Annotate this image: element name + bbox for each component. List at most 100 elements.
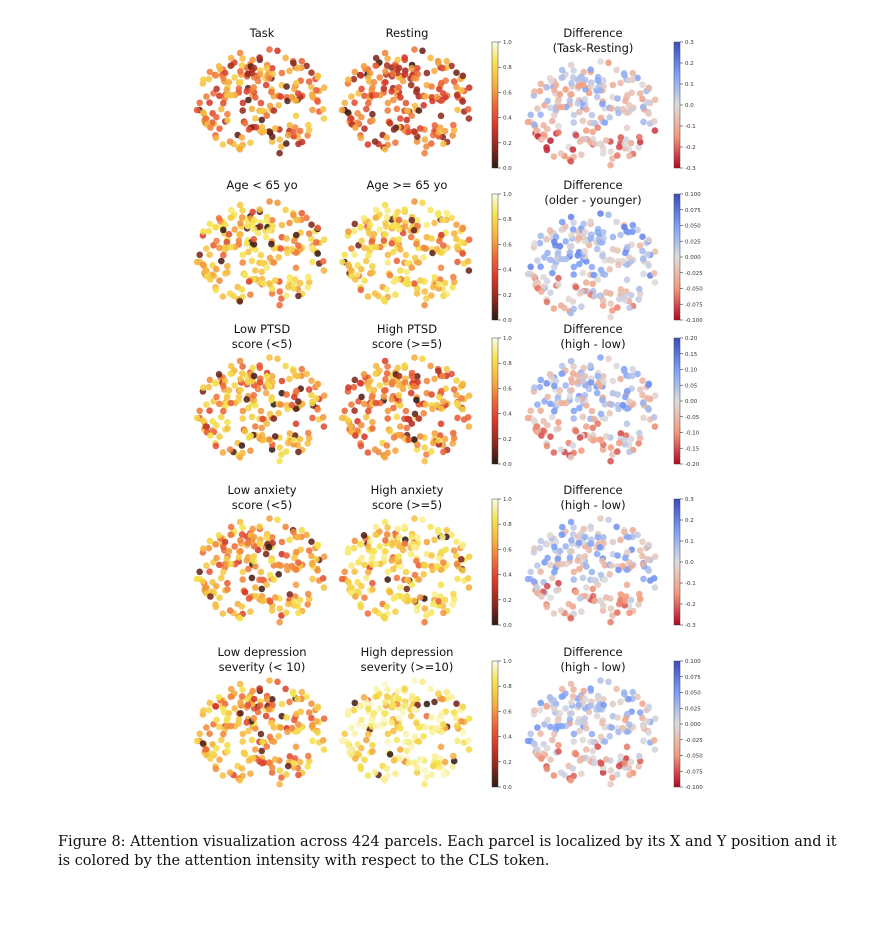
parcel-dot [562, 86, 569, 93]
parcel-dot [569, 442, 577, 449]
parcel-dot [626, 152, 633, 160]
parcel-dot [568, 537, 575, 544]
parcel-dot [544, 716, 551, 724]
parcel-dot [428, 292, 435, 299]
parcel-dot [421, 605, 429, 612]
parcel-dot [227, 399, 235, 407]
parcel-dot [536, 87, 544, 95]
parcel-dot [530, 121, 538, 128]
parcel-dot [384, 107, 391, 114]
parcel-dot [305, 278, 313, 286]
parcel-dot [380, 85, 388, 92]
parcel-dot [220, 382, 227, 390]
parcel-dot [290, 211, 297, 219]
parcel-dot [408, 420, 416, 427]
parcel-dot [226, 769, 234, 776]
parcel-dot [269, 217, 276, 224]
parcel-dot [410, 759, 418, 766]
colorbar-tick-label: 0.6 [503, 386, 512, 392]
colorbar-tick-label: -0.1 [685, 124, 696, 130]
parcel-dot [395, 64, 403, 72]
parcel-dot [440, 448, 447, 456]
panel-title-line: Difference [563, 26, 623, 40]
parcel-dot [558, 362, 566, 370]
parcel-dot [645, 729, 652, 736]
parcel-dot [555, 741, 562, 749]
parcel-dot [402, 730, 410, 738]
parcel-dot [580, 364, 587, 372]
parcel-dot [257, 251, 265, 259]
parcel-dot [614, 609, 621, 616]
parcel-dot [206, 537, 214, 545]
parcel-dot [250, 84, 258, 91]
parcel-dot [537, 263, 544, 270]
parcel-dot [276, 618, 283, 626]
panel-title-r3-c2: High PTSD score (>=5) [327, 322, 487, 352]
parcel-dot [537, 537, 545, 545]
parcel-dot [644, 251, 651, 258]
parcel-dot [296, 127, 304, 135]
parcel-dot [431, 67, 438, 75]
parcel-dot [640, 575, 647, 583]
parcel-dot [608, 257, 615, 264]
parcel-dot [609, 81, 617, 89]
parcel-dot [587, 523, 594, 530]
parcel-dot [404, 415, 411, 423]
parcel-dot [645, 703, 653, 711]
parcel-dot [269, 65, 276, 72]
parcel-dot [439, 64, 446, 72]
parcel-dot [411, 102, 419, 110]
parcel-dot [546, 532, 554, 539]
parcel-dot [570, 738, 577, 745]
parcel-dot [547, 756, 554, 763]
parcel-dot [291, 393, 298, 401]
parcel-dot [454, 737, 461, 745]
parcel-dot [414, 373, 421, 380]
parcel-dot [244, 378, 252, 386]
parcel-dot [361, 92, 368, 100]
parcel-dot [423, 538, 431, 546]
parcel-dot [231, 226, 238, 233]
parcel-dot [265, 128, 273, 135]
parcel-dot [437, 581, 445, 589]
parcel-dot [569, 74, 577, 81]
parcel-dot [308, 700, 315, 707]
parcel-dot [380, 237, 388, 244]
parcel-dot [252, 267, 259, 274]
parcel-dot [382, 220, 389, 227]
parcel-dot [218, 736, 225, 744]
parcel-dot [636, 242, 644, 249]
parcel-dot [596, 292, 604, 299]
parcel-dot [623, 124, 631, 132]
parcel-dot [313, 556, 320, 563]
parcel-dot [627, 758, 635, 766]
parcel-dot [237, 376, 244, 383]
parcel-dot [395, 236, 403, 243]
parcel-dot [371, 138, 379, 145]
parcel-dot [283, 292, 290, 299]
parcel-dot [556, 547, 564, 555]
parcel-dot [626, 448, 633, 456]
parcel-dot [284, 283, 292, 291]
parcel-dot [382, 710, 389, 717]
parcel-dot [277, 401, 284, 408]
parcel-dot [358, 237, 365, 245]
parcel-dot [212, 380, 220, 387]
colorbar-tick-label: -0.050 [685, 754, 703, 760]
parcel-dot [388, 557, 395, 564]
parcel-dot [395, 553, 403, 560]
parcel-dot [347, 746, 354, 753]
parcel-dot [593, 389, 601, 397]
parcel-dot [263, 581, 271, 588]
parcel-dot [227, 370, 234, 377]
parcel-dot [590, 576, 597, 584]
parcel-dot [382, 387, 389, 394]
colorbar-tick-label: 0.025 [685, 239, 701, 245]
parcel-dot [459, 250, 466, 257]
parcel-dot [594, 228, 602, 236]
parcel-dot [341, 568, 348, 576]
parcel-dot [227, 685, 235, 693]
parcel-dot [639, 81, 646, 88]
panel-title-line: Low PTSD [233, 322, 291, 336]
attention-colorbar-r1: 0.00.20.40.60.81.0 [491, 40, 512, 172]
